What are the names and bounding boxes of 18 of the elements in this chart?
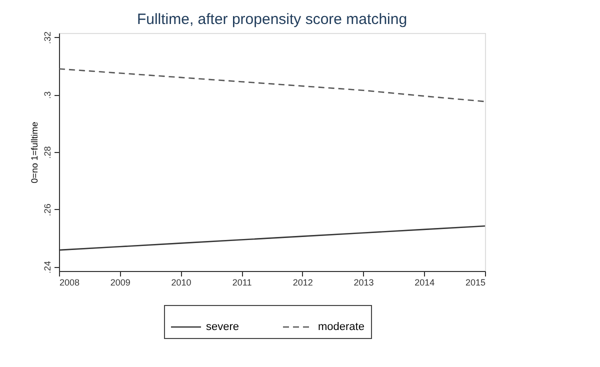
x-tick-label: 2008 (60, 278, 80, 288)
chart-title: Fulltime, after propensity score matching (136, 11, 408, 28)
x-tick-label: 2014 (414, 278, 435, 288)
x-tick-label: 2015 (465, 278, 486, 288)
x-tick-label: 2013 (354, 278, 374, 288)
y-tick-label: .32 (42, 32, 52, 44)
x-tick-label: 2012 (292, 278, 313, 288)
x-tick-label: 2011 (232, 278, 252, 288)
legend-label: moderate (318, 321, 364, 333)
x-tick-label: 2010 (171, 278, 192, 288)
x-tick-label: 2009 (110, 278, 130, 288)
line-series (58, 68, 486, 102)
y-axis-title: 0=no 1=fulltime (30, 122, 40, 184)
y-tick-label: .24 (42, 260, 52, 274)
y-tick-label: .3 (42, 91, 52, 99)
y-tick-label: .26 (42, 204, 52, 216)
y-tick-label: .28 (42, 146, 52, 159)
legend-label: severe (206, 321, 240, 333)
